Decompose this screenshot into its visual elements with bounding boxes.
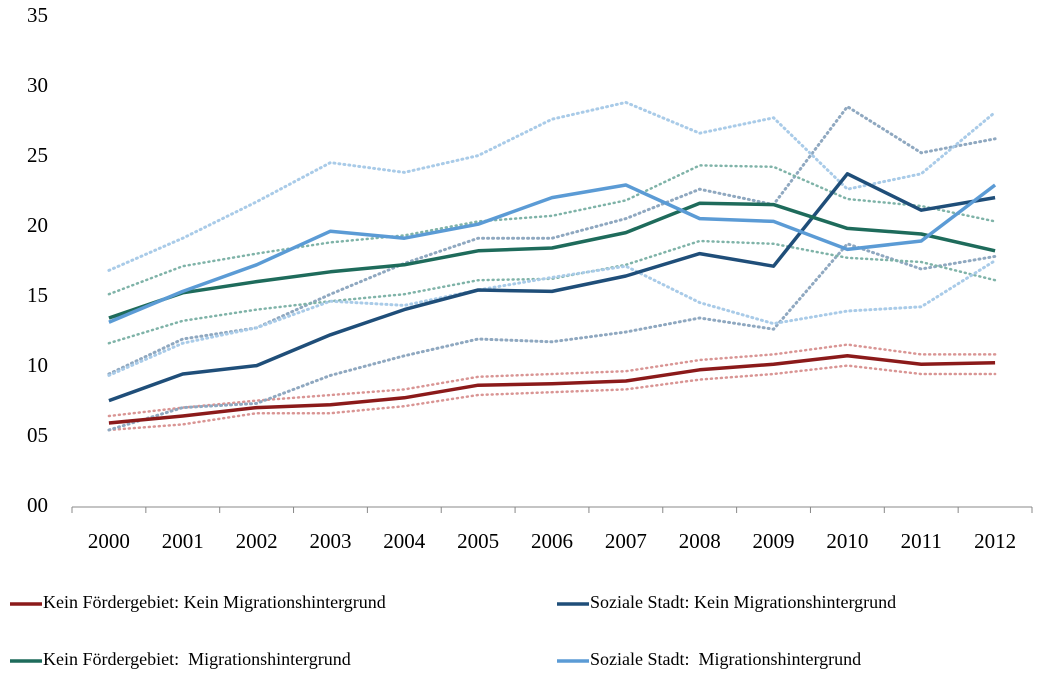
series-line (108, 201, 996, 320)
x-tick-label: 2005 (457, 529, 499, 553)
y-tick-label: 35 (27, 3, 48, 27)
y-tick-label: 00 (27, 493, 48, 517)
legend-label: Soziale Stadt: Kein Migrationshintergrun… (590, 592, 896, 612)
x-tick-label: 2007 (605, 529, 647, 553)
confidence-line (107, 242, 997, 432)
x-tick-label: 2011 (901, 529, 942, 553)
x-tick-label: 2006 (531, 529, 573, 553)
confidence-line (107, 259, 997, 377)
legend-label: Soziale Stadt: Migrationshintergrund (590, 649, 861, 669)
series-line (108, 354, 996, 425)
x-tick-label: 2004 (383, 529, 426, 553)
y-tick-label: 05 (27, 423, 48, 447)
x-tick-label: 2010 (826, 529, 868, 553)
confidence-line (107, 343, 997, 418)
legend-label: Kein Fördergebiet: Migrationshintergrund (43, 649, 351, 669)
series-line (108, 183, 997, 324)
x-tick-label: 2000 (88, 529, 130, 553)
confidence-line (107, 364, 997, 432)
y-tick-label: 25 (27, 143, 48, 167)
x-tick-label: 2001 (162, 529, 204, 553)
series-line (108, 172, 996, 403)
confidence-line (107, 100, 997, 272)
x-tick-label: 2009 (753, 529, 795, 553)
y-tick-label: 20 (27, 213, 48, 237)
confidence-line (107, 239, 997, 345)
x-tick-label: 2012 (974, 529, 1016, 553)
legend-label: Kein Fördergebiet: Kein Migrationshinter… (43, 592, 386, 612)
confidence-line (107, 164, 997, 296)
y-tick-label: 15 (27, 283, 48, 307)
x-tick-label: 2003 (309, 529, 351, 553)
x-tick-label: 2008 (679, 529, 721, 553)
confidence-line (107, 104, 997, 376)
x-tick-label: 2002 (236, 529, 278, 553)
y-tick-label: 10 (27, 353, 48, 377)
y-tick-label: 30 (27, 73, 48, 97)
